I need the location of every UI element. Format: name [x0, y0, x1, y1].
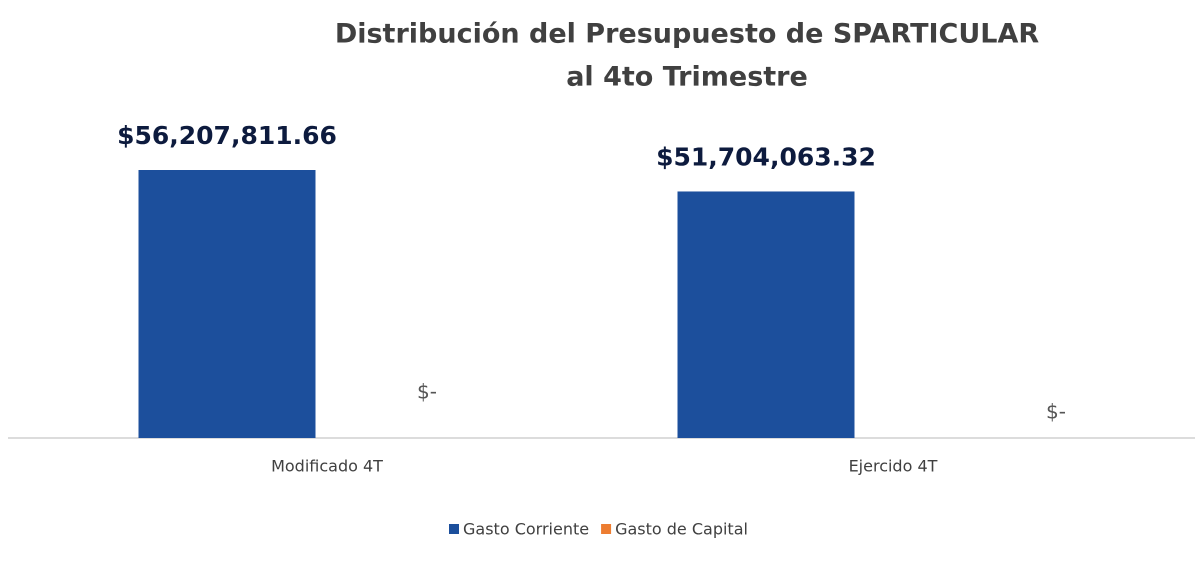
data-label: $-: [1046, 400, 1066, 424]
data-label: $-: [417, 380, 437, 404]
legend-label: Gasto Corriente: [463, 520, 589, 539]
x-tick-label: Ejercido 4T: [849, 457, 938, 476]
data-label: $51,704,063.32: [656, 142, 876, 171]
data-label: $56,207,811.66: [117, 121, 337, 150]
chart-subtitle: al 4to Trimestre: [566, 62, 808, 93]
legend-swatch: [601, 524, 612, 534]
legend-label: Gasto de Capital: [615, 520, 748, 539]
chart-title: Distribución del Presupuesto de SPARTICU…: [335, 19, 1040, 50]
bar: [138, 170, 316, 438]
legend-swatch: [449, 524, 459, 534]
bar: [677, 191, 855, 438]
x-tick-label: Modificado 4T: [271, 457, 383, 476]
